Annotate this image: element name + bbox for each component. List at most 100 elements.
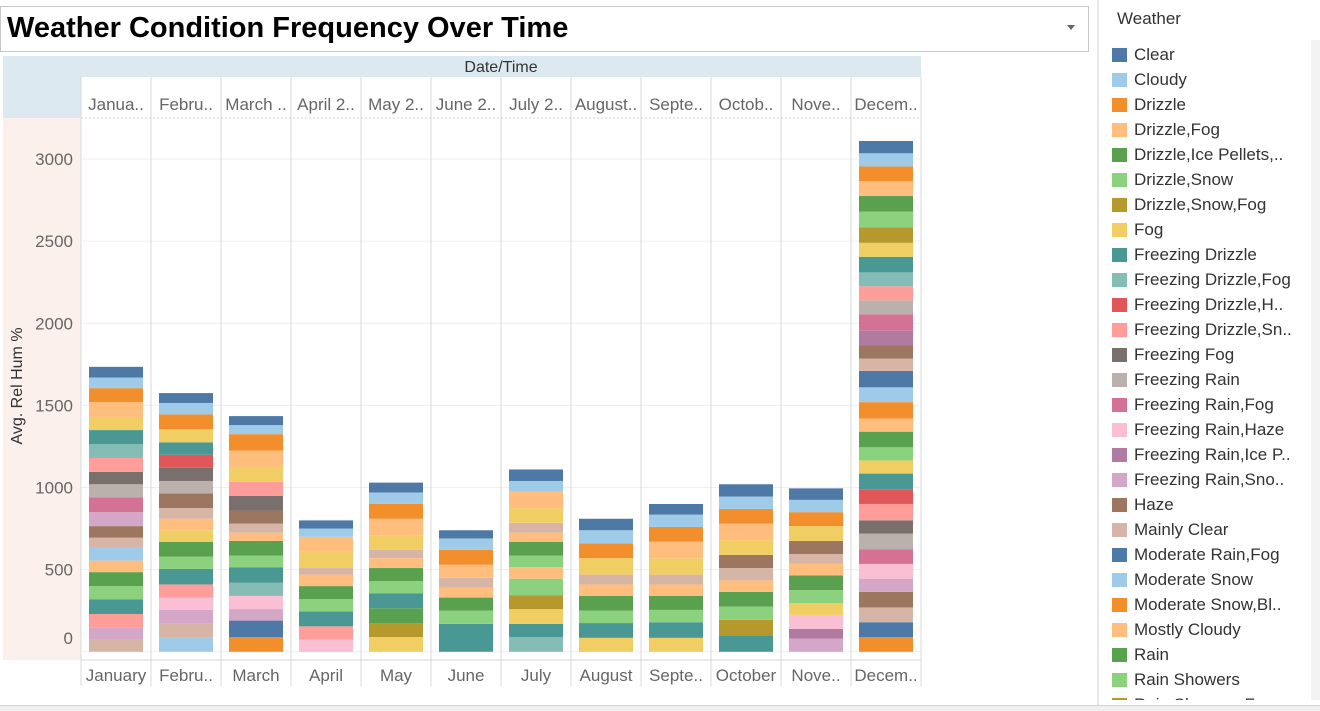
x-header-label: Decem..: [854, 95, 917, 114]
bar-segment: [89, 547, 143, 561]
bar-segment: [299, 528, 353, 537]
chart-bars: [89, 140, 913, 652]
chart-background: [3, 56, 921, 660]
bar-segment: [229, 510, 283, 524]
legend-item[interactable]: Moderate Rain,Fog: [1112, 542, 1312, 567]
bar-segment: [89, 537, 143, 548]
legend-swatch: [1112, 522, 1127, 537]
bar-segment: [229, 582, 283, 596]
x-header-label: August..: [575, 95, 637, 114]
bar-segment: [859, 533, 913, 550]
legend-swatch: [1112, 297, 1127, 312]
legend-item[interactable]: Freezing Rain,Haze: [1112, 417, 1312, 442]
legend-label: Drizzle,Snow,Fog: [1134, 194, 1267, 214]
x-header-label: June 2..: [436, 95, 497, 114]
bar-segment: [859, 447, 913, 461]
x-tick-label: Septe..: [649, 666, 703, 685]
bar-segment: [159, 467, 213, 481]
legend-label: Freezing Rain,Haze: [1134, 419, 1285, 439]
bar-segment: [159, 597, 213, 610]
bar-segment: [89, 614, 143, 628]
bar-segment: [859, 140, 913, 154]
legend-swatch: [1112, 97, 1127, 112]
legend-label: Freezing Fog: [1134, 344, 1235, 364]
bar-segment: [719, 619, 773, 636]
legend-item[interactable]: Clear: [1112, 42, 1312, 67]
legend-item[interactable]: Haze: [1112, 492, 1312, 517]
legend-label: Rain Showers,F..: [1134, 695, 1263, 701]
x-tick-label: March: [232, 666, 279, 685]
legend-item[interactable]: Drizzle,Fog: [1112, 117, 1312, 142]
bar-segment: [579, 595, 633, 611]
bar-segment: [859, 563, 913, 579]
x-header-label: May 2..: [368, 95, 424, 114]
bar-segment: [159, 568, 213, 585]
legend-item[interactable]: Freezing Fog: [1112, 342, 1312, 367]
title-dropdown-icon[interactable]: [1062, 19, 1080, 37]
bar-segment: [789, 499, 843, 513]
bar-segment: [89, 388, 143, 403]
legend-label: Rain: [1134, 644, 1169, 664]
chart-labels: Date/Time Janua.. Febru.. March .. April 2..…: [9, 59, 918, 685]
legend-swatch: [1112, 247, 1127, 262]
bar-segment: [859, 256, 913, 273]
x-axis-title: Date/Time: [464, 59, 537, 76]
legend-item[interactable]: Rain Showers,F..: [1112, 692, 1312, 700]
legend-scrollbar[interactable]: [1311, 40, 1320, 700]
legend-item[interactable]: Freezing Rain,Sno..: [1112, 467, 1312, 492]
legend-swatch: [1112, 197, 1127, 212]
legend-item[interactable]: Drizzle,Snow,Fog: [1112, 192, 1312, 217]
x-tick-label: July: [521, 666, 552, 685]
bar-segment: [509, 609, 563, 624]
bar-segment: [509, 532, 563, 542]
legend-item[interactable]: Fog: [1112, 217, 1312, 242]
legend-item[interactable]: Freezing Rain,Fog: [1112, 392, 1312, 417]
legend-label: Cloudy: [1134, 69, 1187, 89]
corner-header: [3, 56, 81, 118]
bar-segment: [859, 591, 913, 608]
legend-item[interactable]: Freezing Drizzle,H..: [1112, 292, 1312, 317]
x-tick-label: June: [448, 666, 485, 685]
bar-segment: [89, 471, 143, 485]
legend-swatch: [1112, 447, 1127, 462]
bar-segment: [579, 543, 633, 559]
bar-segment: [229, 555, 283, 568]
x-tick-label: Decem..: [854, 666, 917, 685]
legend-item[interactable]: Moderate Snow,Bl..: [1112, 592, 1312, 617]
bar-segment: [89, 402, 143, 417]
legend-item[interactable]: Mainly Clear: [1112, 517, 1312, 542]
bar-segment: [719, 508, 773, 524]
legend-item[interactable]: Freezing Drizzle: [1112, 242, 1312, 267]
legend-item[interactable]: Rain: [1112, 642, 1312, 667]
bar-segment: [439, 577, 493, 588]
legend-label: Fog: [1134, 219, 1164, 239]
x-tick-label: August: [580, 666, 633, 685]
legend-item[interactable]: Freezing Rain,Ice P..: [1112, 442, 1312, 467]
bar-segment: [299, 586, 353, 600]
x-header-label: April 2..: [297, 95, 355, 114]
legend-item[interactable]: Mostly Cloudy: [1112, 617, 1312, 642]
bar-segment: [89, 639, 143, 652]
bar-segment: [859, 242, 913, 257]
legend-item[interactable]: Drizzle: [1112, 92, 1312, 117]
bar-segment: [859, 358, 913, 371]
legend-item[interactable]: Rain Showers: [1112, 667, 1312, 692]
bar-segment: [229, 609, 283, 621]
bar-segment: [509, 522, 563, 533]
bar-segment: [719, 554, 773, 569]
bar-segment: [859, 549, 913, 564]
legend-item[interactable]: Freezing Drizzle,Sn..: [1112, 317, 1312, 342]
bar-segment: [859, 272, 913, 287]
legend-item[interactable]: Freezing Rain: [1112, 367, 1312, 392]
legend-item[interactable]: Cloudy: [1112, 67, 1312, 92]
legend-item[interactable]: Drizzle,Ice Pellets,..: [1112, 142, 1312, 167]
bar-segment: [159, 508, 213, 519]
bar-segment: [229, 637, 283, 652]
legend-item[interactable]: Moderate Snow: [1112, 567, 1312, 592]
legend-item[interactable]: Freezing Drizzle,Fog: [1112, 267, 1312, 292]
bar-segment: [299, 536, 353, 552]
bottom-scrollbar[interactable]: [0, 705, 1320, 711]
legend-item[interactable]: Drizzle,Snow: [1112, 167, 1312, 192]
bar-segment: [369, 558, 423, 569]
x-tick-label: Febru..: [159, 666, 213, 685]
